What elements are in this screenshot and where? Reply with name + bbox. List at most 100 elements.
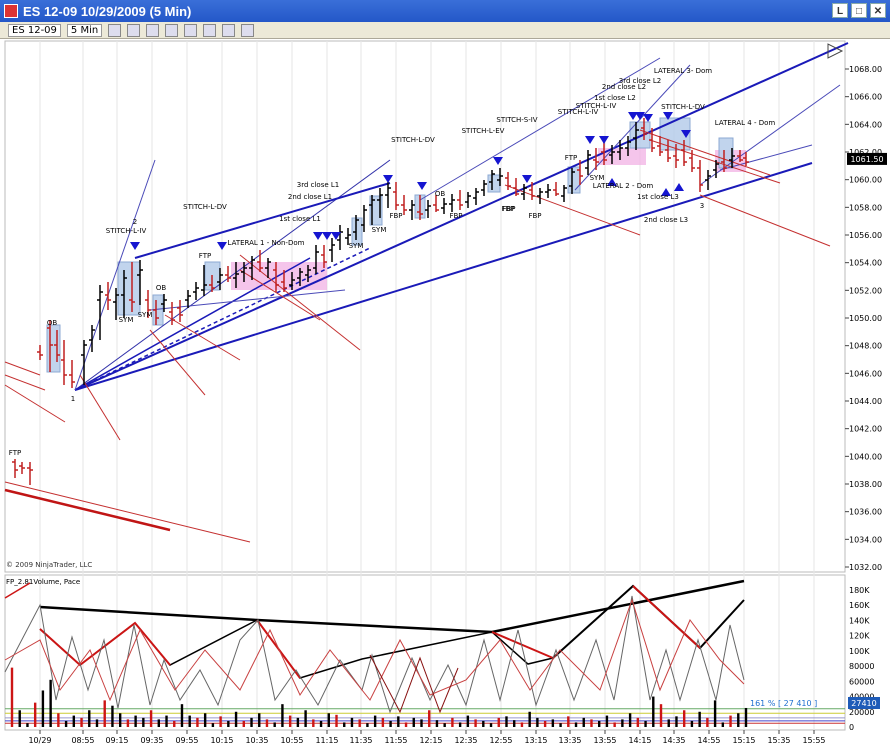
marker-arrow xyxy=(599,136,609,144)
annotation-label: 3rd close L2 xyxy=(619,77,662,85)
volume-bar xyxy=(281,704,284,727)
annotations: FTPOB12STITCH-L-IVSYMSYMOBSTITCH-L-DVFTP… xyxy=(6,43,844,569)
time-tick-label: 11:15 xyxy=(315,736,338,745)
dashed-trend-line xyxy=(74,247,371,391)
pace-line xyxy=(4,582,31,599)
volume-bar xyxy=(497,717,500,727)
minimize-button[interactable]: L xyxy=(832,3,848,18)
trend-line xyxy=(149,289,346,311)
price-tick-label: 1036.00 xyxy=(849,508,882,517)
volume-bar xyxy=(628,713,632,727)
window-title-bar: ES 12-09 10/29/2009 (5 Min) L □ ✕ xyxy=(0,0,890,22)
volume-bar xyxy=(567,716,570,727)
volume-bar xyxy=(72,715,76,727)
annotation-label: 1st close L3 xyxy=(637,193,679,201)
pace-up-line xyxy=(552,584,745,659)
time-tick-label: 10:55 xyxy=(280,736,303,745)
volume-panel-label: FP_2.81Volume, Pace xyxy=(6,578,80,586)
scroll-end-icon xyxy=(827,43,844,59)
marker-arrow xyxy=(322,232,332,240)
time-tick-label: 09:35 xyxy=(140,736,163,745)
red-line xyxy=(4,374,46,391)
restore-button[interactable]: □ xyxy=(851,3,867,18)
volume-bar xyxy=(165,715,168,727)
marker-arrow xyxy=(661,188,671,196)
marker-arrow xyxy=(643,114,653,122)
time-tick-label: 11:55 xyxy=(384,736,407,745)
red-line xyxy=(239,269,321,321)
volume-bar xyxy=(188,715,191,727)
volume-bar xyxy=(103,700,106,727)
volume-bar xyxy=(559,723,562,727)
time-tick-label: 15:35 xyxy=(767,736,790,745)
last-price-label: 1061.50 xyxy=(850,155,883,164)
cursor-icon[interactable] xyxy=(165,23,179,37)
indicator-icon[interactable] xyxy=(203,23,217,37)
volume-bar xyxy=(428,710,431,727)
pencil-icon[interactable] xyxy=(108,23,122,37)
marker-arrow xyxy=(628,112,638,120)
red-line xyxy=(149,329,206,396)
annotation-label: 2nd close L1 xyxy=(288,193,332,201)
volume-tick-label: 140K xyxy=(849,616,870,625)
lower-channel-line xyxy=(74,162,813,391)
volume-tick-label: 60000 xyxy=(849,677,874,686)
volume-bar xyxy=(551,719,555,727)
volume-bar xyxy=(713,700,717,727)
last-volume-label: 27410 xyxy=(851,699,876,708)
trend-line xyxy=(419,57,661,201)
annotation-label: OB xyxy=(156,284,167,292)
price-tick-label: 1034.00 xyxy=(849,535,882,544)
annotation-label: STITCH-L-IV xyxy=(558,108,599,116)
volume-bar xyxy=(196,717,199,727)
close-button[interactable]: ✕ xyxy=(870,3,886,18)
price-tick-label: 1068.00 xyxy=(849,65,882,74)
volume-bar xyxy=(636,717,640,727)
time-tick-label: 13:55 xyxy=(593,736,616,745)
volume-bar xyxy=(590,719,593,727)
support-line xyxy=(4,488,171,532)
volume-bar xyxy=(242,720,245,727)
volatility-box xyxy=(629,121,651,149)
trend-line xyxy=(74,159,156,391)
price-tick-label: 1046.00 xyxy=(849,369,882,378)
time-tick-label: 15:55 xyxy=(802,736,825,745)
price-tick-label: 1062.00 xyxy=(849,148,882,157)
copyright-label: © 2009 NinjaTrader, LLC xyxy=(6,561,92,569)
instrument-select[interactable]: ES 12-09 xyxy=(8,23,61,37)
annotation-label: FTP xyxy=(199,252,211,260)
zoom-out-icon[interactable] xyxy=(146,23,160,37)
annotation-label: OB xyxy=(47,319,58,327)
volume-bar xyxy=(211,723,215,727)
trend-line xyxy=(719,144,813,171)
volume-bar xyxy=(250,717,253,727)
chart-canvas: FTPOB12STITCH-L-IVSYMSYMOBSTITCH-L-DVFTP… xyxy=(4,40,887,745)
volume-tick-label: 0 xyxy=(849,723,854,732)
volume-bar xyxy=(173,720,176,727)
red-line xyxy=(649,139,781,184)
marker-arrow xyxy=(417,182,427,190)
annotation-label: 3rd close L1 xyxy=(297,181,340,189)
volume-bar xyxy=(458,722,462,727)
properties-icon[interactable] xyxy=(184,23,198,37)
period-select[interactable]: 5 Min xyxy=(66,23,103,37)
annotation-label: 1st close L2 xyxy=(594,94,636,102)
marker-arrow xyxy=(130,242,140,250)
volume-bar xyxy=(582,717,585,727)
time-tick-label: 11:35 xyxy=(349,736,372,745)
strategy-icon[interactable] xyxy=(222,23,236,37)
price-tick-label: 1054.00 xyxy=(849,259,882,268)
volume-bar xyxy=(613,722,616,727)
red-line xyxy=(639,129,771,176)
volume-bar xyxy=(18,710,21,727)
volume-bar xyxy=(682,710,686,727)
red-line xyxy=(164,314,241,361)
data-box-icon[interactable] xyxy=(241,23,255,37)
pace-dotted xyxy=(369,654,459,714)
annotation-label: LATERAL 3- Dom xyxy=(654,67,712,75)
price-axis: 1068.00 1066.00 1064.00 1062.00 1060.00 1058.… xyxy=(845,65,887,572)
volume-bar xyxy=(621,719,624,727)
zoom-in-icon[interactable] xyxy=(127,23,141,37)
time-tick-label: 10/29 xyxy=(28,736,51,745)
price-tick-label: 1060.00 xyxy=(849,176,882,185)
